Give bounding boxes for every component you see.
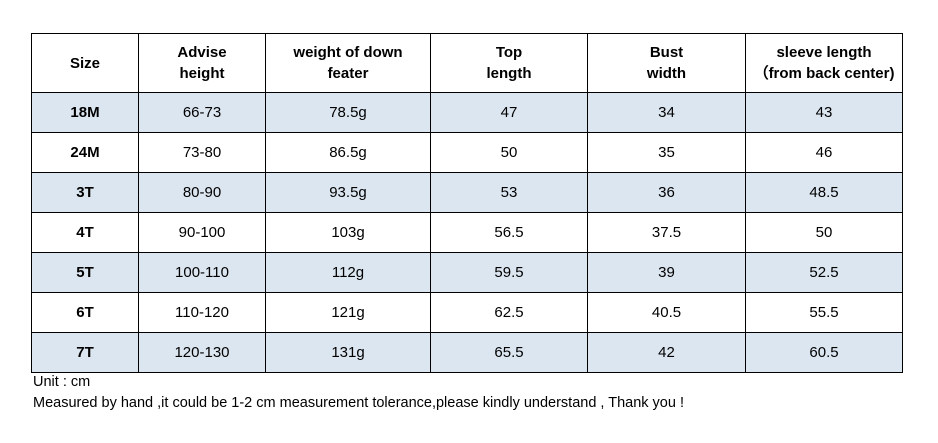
table-cell: 48.5 — [745, 172, 903, 213]
header-text: Top — [495, 44, 523, 61]
header-text: height — [179, 65, 225, 82]
table-cell: 66-73 — [138, 92, 266, 133]
table-cell: 46 — [745, 132, 903, 173]
table-cell: 35 — [587, 132, 746, 173]
size-cell: 4T — [31, 212, 139, 253]
table-row: 24M 73-80 86.5g 50 35 46 — [31, 132, 903, 173]
header-text: sleeve length — [776, 44, 872, 61]
table-cell: 131g — [265, 332, 431, 373]
header-row: Size Advise height weight of down feater Top l… — [31, 33, 903, 93]
size-cell: 7T — [31, 332, 139, 373]
table-cell: 56.5 — [430, 212, 588, 253]
table-cell: 59.5 — [430, 252, 588, 293]
header-text: feater — [327, 65, 369, 82]
table-row: 6T 110-120 121g 62.5 40.5 55.5 — [31, 292, 903, 333]
table-cell: 55.5 — [745, 292, 903, 333]
size-cell: 18M — [31, 92, 139, 133]
table-cell: 36 — [587, 172, 746, 213]
header-cell: weight of down feater — [265, 33, 431, 93]
header-text: width — [646, 65, 687, 82]
size-table: Size Advise height weight of down feater Top l… — [31, 33, 903, 373]
header-text: weight of down — [293, 44, 403, 61]
table-cell: 65.5 — [430, 332, 588, 373]
table-cell: 34 — [587, 92, 746, 133]
table-cell: 50 — [745, 212, 903, 253]
table-cell: 40.5 — [587, 292, 746, 333]
table-cell: 53 — [430, 172, 588, 213]
table-cell: 120-130 — [138, 332, 266, 373]
header-cell: Size — [31, 33, 139, 93]
table-cell: 112g — [265, 252, 431, 293]
table-cell: 90-100 — [138, 212, 266, 253]
header-cell: Advise height — [138, 33, 266, 93]
table-cell: 93.5g — [265, 172, 431, 213]
table-cell: 110-120 — [138, 292, 266, 333]
unit-note: Unit : cm — [33, 374, 91, 390]
table-cell: 42 — [587, 332, 746, 373]
table-cell: 52.5 — [745, 252, 903, 293]
table-cell: 62.5 — [430, 292, 588, 333]
table-row: 7T 120-130 131g 65.5 42 60.5 — [31, 332, 903, 373]
size-cell: 6T — [31, 292, 139, 333]
header-cell: Bust width — [587, 33, 746, 93]
table-cell: 39 — [587, 252, 746, 293]
header-cell: sleeve length （from back center) — [745, 33, 903, 93]
table-cell: 50 — [430, 132, 588, 173]
table-cell: 73-80 — [138, 132, 266, 173]
table-row: 4T 90-100 103g 56.5 37.5 50 — [31, 212, 903, 253]
size-cell: 3T — [31, 172, 139, 213]
table-cell: 86.5g — [265, 132, 431, 173]
header-text: Size — [69, 54, 100, 72]
table-cell: 37.5 — [587, 212, 746, 253]
table-row: 3T 80-90 93.5g 53 36 48.5 — [31, 172, 903, 213]
table-cell: 47 — [430, 92, 588, 133]
header-text: （from back center) — [753, 65, 895, 82]
header-text: Bust — [649, 44, 684, 61]
size-cell: 24M — [31, 132, 139, 173]
table-row: 18M 66-73 78.5g 47 34 43 — [31, 92, 903, 133]
size-cell: 5T — [31, 252, 139, 293]
header-text: Advise — [177, 44, 227, 61]
table-cell: 121g — [265, 292, 431, 333]
header-text: length — [486, 65, 532, 82]
table-cell: 78.5g — [265, 92, 431, 133]
header-cell: Top length — [430, 33, 588, 93]
table-cell: 60.5 — [745, 332, 903, 373]
table-cell: 103g — [265, 212, 431, 253]
table-cell: 43 — [745, 92, 903, 133]
table-cell: 80-90 — [138, 172, 266, 213]
tolerance-note: Measured by hand ,it could be 1-2 cm mea… — [33, 395, 684, 411]
table-row: 5T 100-110 112g 59.5 39 52.5 — [31, 252, 903, 293]
table-cell: 100-110 — [138, 252, 266, 293]
